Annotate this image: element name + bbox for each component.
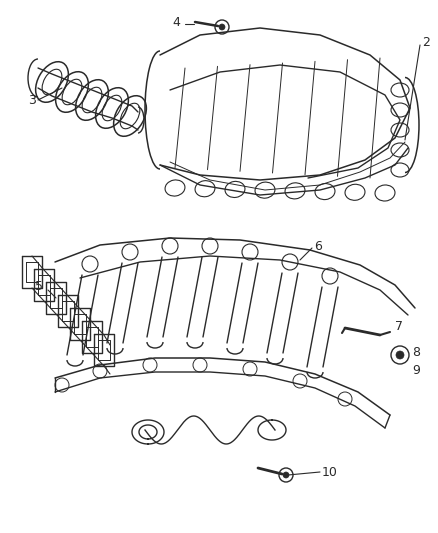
Text: 9: 9 — [412, 364, 420, 376]
Text: 10: 10 — [322, 465, 338, 479]
Text: 4: 4 — [172, 17, 180, 29]
Text: 6: 6 — [314, 239, 322, 253]
Text: 2: 2 — [422, 36, 430, 50]
Circle shape — [219, 24, 225, 30]
Circle shape — [283, 472, 289, 478]
Text: 3: 3 — [28, 93, 36, 107]
Circle shape — [396, 351, 404, 359]
Text: 8: 8 — [412, 346, 420, 359]
Text: 5: 5 — [35, 280, 43, 294]
Text: 7: 7 — [395, 319, 403, 333]
